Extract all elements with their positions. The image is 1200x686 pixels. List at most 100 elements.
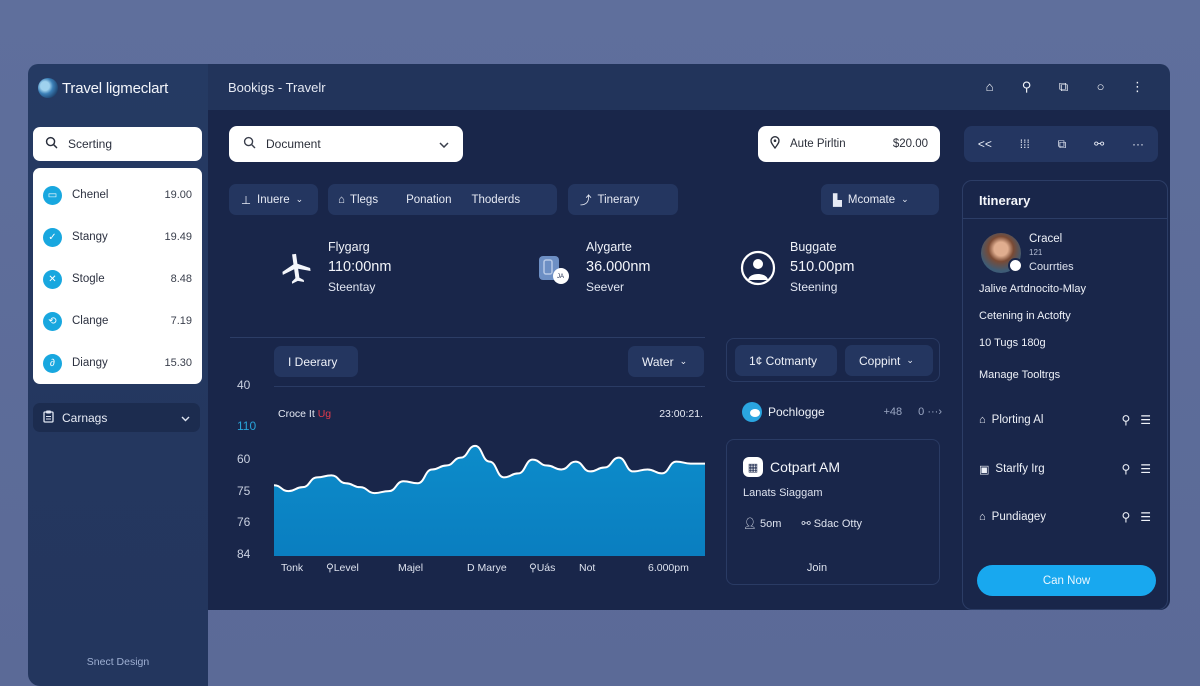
community-row[interactable]: Pochlogge +48 0 ···›: [742, 402, 942, 422]
sidebar-dropdown-label: Carnags: [62, 410, 108, 425]
itinerary-line: Cetening in Actofty: [979, 310, 1071, 322]
tab-thoderds[interactable]: Thoderds: [471, 193, 521, 206]
join-card-meta: 👤︎ 5om ⚯ Sdac Otty: [743, 517, 862, 530]
chart-title: Croce It Ug: [278, 408, 331, 420]
plane-icon: [278, 250, 314, 286]
deerary-button[interactable]: I Deerary: [274, 346, 358, 377]
tab-ponation[interactable]: Ponation: [406, 193, 452, 206]
sidebar-item-label: Diangy: [72, 357, 108, 369]
stat-luggage: JA Alygarte 36.000nm Seever: [536, 240, 651, 294]
tab-tlegs[interactable]: Tlegs: [349, 193, 379, 206]
grid-icon[interactable]: ⁞⁞⁞: [1019, 137, 1030, 151]
chat-bubble-icon: [742, 402, 762, 422]
mcomate-dropdown[interactable]: ▙ Mcomate ⌄: [821, 184, 939, 215]
sidebar-item-value: 19.00: [164, 189, 192, 201]
search-icon[interactable]: ⚲: [1121, 510, 1131, 524]
activity-row[interactable]: ⌂ Pundiagey ⚲ ☰: [979, 510, 1151, 524]
itinerary-tab-label: Tinerary: [597, 193, 640, 206]
brand[interactable]: Travel ligmeclart: [38, 78, 168, 98]
stat-title: Buggate: [790, 240, 837, 254]
search-icon[interactable]: ⚲: [1121, 413, 1131, 427]
location-icon[interactable]: ⚲: [1021, 79, 1032, 94]
community-button[interactable]: 1¢ Cotmanty: [735, 345, 837, 376]
sidebar-item[interactable]: ▭ Chenel 19.00: [33, 174, 202, 216]
list-icon[interactable]: ☰: [1140, 462, 1151, 476]
activity-label: Starlfy Irg: [995, 463, 1045, 475]
itinerary-panel: Itinerary Cracel 121 Courrties Jalive Ar…: [962, 180, 1168, 610]
sidebar-item[interactable]: ✕ Stogle 8.48: [33, 258, 202, 300]
coppint-label: Coppint: [859, 353, 901, 368]
refresh-icon: ⟲: [43, 311, 62, 331]
itinerary-line: Jalive Artdnocito-Mlay: [979, 283, 1086, 295]
search-icon: [243, 136, 256, 152]
stat-title: Flygarg: [328, 240, 370, 254]
book-now-button[interactable]: Can Now: [977, 565, 1156, 596]
more-horizontal-icon[interactable]: ···: [1132, 137, 1145, 151]
stat-sub: Steening: [790, 280, 838, 294]
list-icon[interactable]: ☰: [1140, 413, 1151, 427]
itinerary-tab[interactable]: ⤴ Tinerary: [568, 184, 678, 215]
card-icon: ▣: [979, 463, 990, 476]
sidebar-search-input[interactable]: Scerting: [33, 127, 202, 161]
join-card: ▦ Cotpart AM Lanats Siaggam 👤︎ 5om ⚯ Sda…: [726, 439, 940, 585]
list-icon[interactable]: ☰: [1140, 510, 1151, 524]
x-tick: Tonk: [281, 562, 304, 574]
y-tick: 84: [237, 547, 251, 561]
chevron-down-icon: ⌄: [901, 194, 909, 204]
collapse-icon[interactable]: <<: [977, 137, 992, 151]
insure-dropdown[interactable]: ⊥ Inuere ⌄: [229, 184, 318, 215]
sidebar-item-label: Clange: [72, 315, 109, 327]
stat-sub: Steentay: [328, 280, 376, 294]
chart-timestamp: 23:00:21.: [659, 408, 703, 420]
chart-title-highlight: Ug: [317, 408, 332, 420]
topbar: Bookigs - Travelr ⌂ ⚲ ⧉ ○ ⋮: [208, 64, 1170, 110]
more-vertical-icon[interactable]: ⋮: [1131, 79, 1144, 94]
bag-icon: ⌂: [979, 511, 986, 523]
coppint-dropdown[interactable]: Coppint ⌄: [845, 345, 933, 376]
location-price-field[interactable]: Aute Pirltin $20.00: [758, 126, 940, 162]
link-icon[interactable]: ⚯: [1094, 137, 1105, 151]
home-icon[interactable]: ⌂: [985, 79, 994, 94]
chart-card: I Deerary Water ⌄ 40 110 60 75 76 84 Cro…: [230, 338, 705, 584]
activity-row[interactable]: ⌂ Plorting Al ⚲ ☰: [979, 413, 1151, 427]
luggage-icon: JA: [536, 250, 572, 286]
building-icon: ⌂: [979, 414, 986, 426]
sidebar-item[interactable]: ∂ Diangy 15.30: [33, 342, 202, 384]
share-icon[interactable]: ⧉: [1058, 79, 1069, 94]
sidebar-dropdown[interactable]: Carnags: [33, 403, 200, 432]
join-button[interactable]: Join: [806, 562, 828, 574]
activity-row[interactable]: ▣ Starlfy Irg ⚲ ☰: [979, 462, 1151, 476]
chevron-down-icon: ⌄: [679, 356, 688, 366]
document-select-value: Document: [266, 137, 321, 151]
x-tick: Not: [579, 562, 596, 574]
house-icon: ⌂: [338, 193, 345, 206]
route-icon: ⤴: [580, 194, 592, 207]
search-icon: [45, 136, 58, 152]
document-select[interactable]: Document: [229, 126, 463, 162]
sidebar-item-value: 15.30: [164, 357, 192, 369]
y-tick: 40: [237, 378, 251, 392]
circle-icon[interactable]: ○: [1096, 79, 1105, 94]
sidebar: Travel ligmeclart Scerting ▭ Chenel 19.0…: [28, 64, 208, 686]
sidebar-item[interactable]: ⟲ Clange 7.19: [33, 300, 202, 342]
sidebar-item-label: Stangy: [72, 231, 108, 243]
person-countries: Courrties: [1029, 261, 1074, 273]
person-name: Cracel: [1029, 233, 1063, 245]
sidebar-search-placeholder: Scerting: [68, 137, 113, 151]
chevron-down-icon: [181, 411, 190, 425]
chevron-down-icon: ⌄: [295, 194, 304, 204]
sidebar-item[interactable]: ✓ Stangy 19.49: [33, 216, 202, 258]
briefcase-icon: ▙: [833, 194, 842, 207]
chevron-down-icon: ⌄: [906, 355, 914, 365]
stat-value: 36.000nm: [586, 259, 651, 275]
manage-bookings-link[interactable]: Manage Tooltrgs: [979, 369, 1061, 381]
water-dropdown[interactable]: Water ⌄: [628, 346, 704, 377]
search-icon[interactable]: ⚲: [1121, 462, 1131, 476]
tools-icon: ✕: [43, 269, 62, 289]
copy-icon[interactable]: ⧉: [1057, 136, 1067, 151]
join-card-header: ▦ Cotpart AM: [743, 457, 840, 477]
community-row-value: +48: [883, 406, 903, 418]
avatar[interactable]: [981, 233, 1023, 273]
sidebar-item-label: Stogle: [72, 273, 105, 285]
person-number: 121: [1029, 248, 1043, 257]
